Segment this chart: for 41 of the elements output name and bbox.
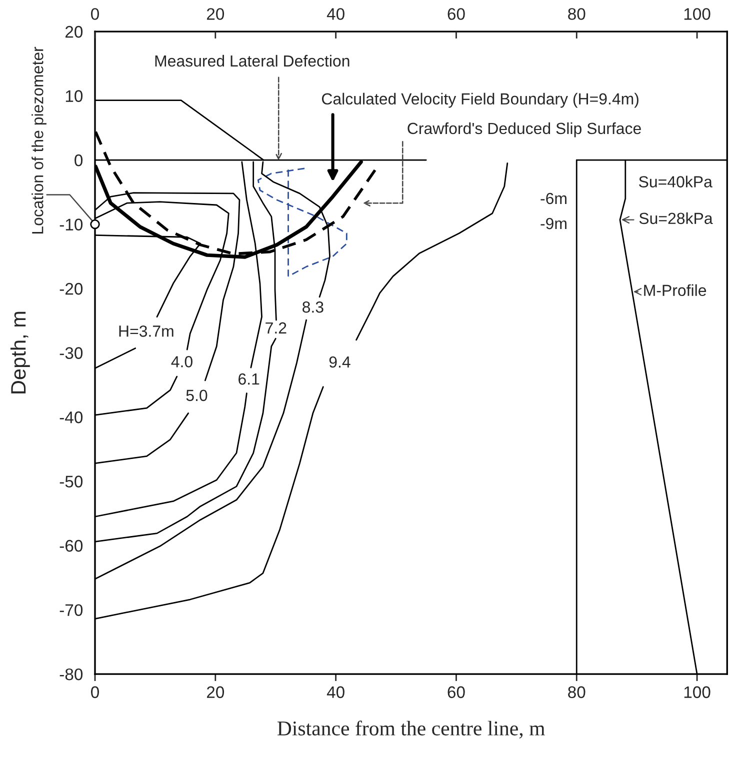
y-tick-label: 20 xyxy=(65,26,83,38)
series-label: 7.2 xyxy=(266,322,286,334)
series-label: 4.0 xyxy=(171,356,192,368)
series-label: 9.4 xyxy=(329,356,350,368)
x-tick-label: 80 xyxy=(568,8,586,20)
series-label: 6.1 xyxy=(238,373,260,385)
annotation: Su=40kPa xyxy=(639,176,712,188)
x2-tick-label: 100 xyxy=(684,686,710,698)
y-tick-label: -10 xyxy=(60,218,83,230)
annotation: Su=28kPa xyxy=(639,212,713,224)
x-tick-label: 100 xyxy=(684,8,710,20)
annotation: Calculated Velocity Field Boundary (H=9.4m) xyxy=(322,92,638,108)
y-axis-title: Depth, m xyxy=(10,312,30,394)
y-tick-label: -30 xyxy=(60,347,83,359)
annotation: Location of the piezometer xyxy=(32,46,46,234)
annotation: -9m xyxy=(540,218,566,230)
x2-tick-label: 20 xyxy=(206,686,224,698)
x-tick-label: 20 xyxy=(206,8,224,20)
y-tick-label: -80 xyxy=(60,668,83,680)
y-tick-label: -40 xyxy=(60,411,83,424)
x2-tick-label: 0 xyxy=(91,686,99,698)
y-tick-label: 10 xyxy=(66,90,83,102)
series-label: H=3.7m xyxy=(119,326,174,337)
y-tick-label: -50 xyxy=(60,476,83,488)
y-tick-label: -60 xyxy=(60,540,83,552)
series-label: 5.0 xyxy=(186,390,208,402)
x2-tick-label: 60 xyxy=(448,686,465,698)
series-label: 8.3 xyxy=(302,301,324,313)
y-tick-label: -70 xyxy=(60,604,83,616)
y-tick-label: -20 xyxy=(60,282,83,295)
annotation: Measured Lateral Defection xyxy=(155,54,350,67)
annotation: Crawford's Deduced Slip Surface xyxy=(408,122,641,138)
x2-tick-label: 80 xyxy=(568,686,586,698)
x-tick-label: 40 xyxy=(326,8,344,20)
x2-tick-label: 40 xyxy=(326,686,344,698)
annotation: M-Profile xyxy=(644,284,706,296)
x-tick-label: 60 xyxy=(448,8,465,20)
x-axis-title: Distance from the centre line, m xyxy=(277,720,545,738)
x-tick-label: 0 xyxy=(91,8,99,20)
y-tick-label: 0 xyxy=(74,154,83,166)
annotation: -6m xyxy=(540,192,566,204)
